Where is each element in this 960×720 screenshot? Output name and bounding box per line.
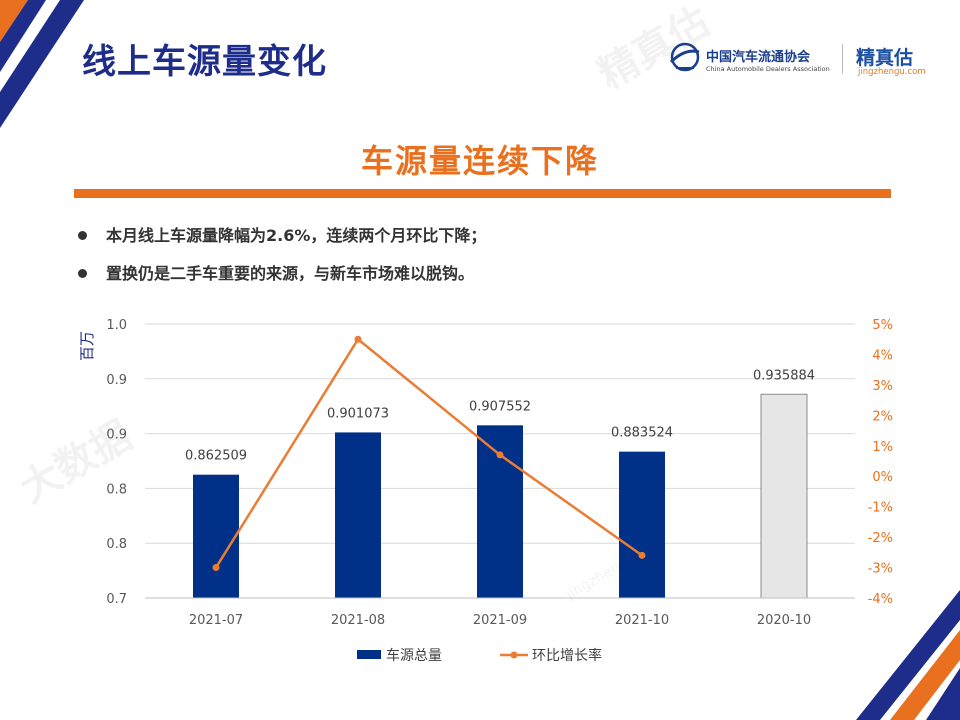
x-tick-label: 2021-09 — [473, 613, 527, 628]
legend-bar-label: 车源总量 — [386, 647, 442, 664]
jingzhengu-logo-text: 精真估 — [856, 47, 914, 69]
y2-tick-label: 2% — [872, 409, 893, 424]
y2-tick-label: 4% — [872, 348, 893, 363]
bullet-list: 本月线上车源量降幅为2.6%，连续两个月环比下降； 置换仍是二手车重要的来源，与… — [78, 222, 486, 298]
bar — [193, 474, 239, 598]
x-tick-label: 2021-07 — [189, 613, 243, 628]
x-tick-label: 2021-10 — [615, 613, 669, 628]
bullet-dot-icon — [78, 231, 87, 240]
corner-decoration-bottom-right — [856, 590, 960, 720]
bar — [619, 451, 665, 598]
corner-decoration-top-left — [0, 0, 84, 128]
growth-rate-line — [214, 337, 643, 569]
legend-line-marker — [510, 651, 518, 659]
x-tick-label: 2020-10 — [757, 613, 811, 628]
legend-bar-swatch — [357, 650, 381, 659]
y2-tick-label: -4% — [868, 592, 893, 607]
growth-rate-point — [496, 451, 504, 459]
bar — [477, 425, 523, 598]
bar-data-label: 0.862509 — [185, 449, 247, 464]
y-axis-label: 百万 — [78, 331, 96, 361]
y2-tick-label: -2% — [868, 531, 893, 546]
growth-rate-point — [212, 564, 220, 572]
bar-data-label: 0.907552 — [469, 399, 531, 414]
bar-data-label: 0.883524 — [611, 426, 673, 441]
logo-area: 中国汽车流通协会 China Automobile Dealers Associ… — [668, 40, 938, 80]
jingzhengu-url: jingzhengu.com — [858, 67, 926, 77]
bullet-text: 本月线上车源量降幅为2.6%，连续两个月环比下降； — [106, 226, 487, 245]
bar-data-label: 0.901073 — [327, 406, 389, 421]
y2-tick-label: 1% — [872, 440, 893, 455]
bullet-text: 置换仍是二手车重要的来源，与新车市场难以脱钩。 — [106, 264, 475, 283]
cada-name-cn: 中国汽车流通协会 — [706, 50, 811, 65]
growth-rate-point — [638, 551, 646, 559]
y2-tick-label: 5% — [872, 318, 893, 333]
bar — [760, 393, 808, 599]
bullet-item: 本月线上车源量降幅为2.6%，连续两个月环比下降； — [78, 222, 486, 260]
subtitle-rule — [74, 189, 891, 198]
cada-logo-icon — [669, 42, 700, 72]
legend-line-label: 环比增长率 — [532, 647, 602, 664]
bullet-item: 置换仍是二手车重要的来源，与新车市场难以脱钩。 — [78, 260, 486, 298]
y2-tick-label: 3% — [872, 379, 893, 394]
page-title: 线上车源量变化 — [82, 42, 327, 82]
growth-rate-point — [354, 335, 362, 343]
y-tick-label: 1.0 — [106, 318, 127, 333]
cada-name-en: China Automobile Dealers Association — [706, 65, 830, 73]
bar-data-label: 0.935884 — [753, 368, 815, 383]
y2-tick-label: -3% — [868, 562, 893, 577]
logo-divider — [842, 44, 843, 74]
y-tick-label: 0.8 — [106, 537, 127, 552]
y-tick-label: 0.9 — [106, 373, 127, 388]
y-tick-label: 0.8 — [106, 482, 127, 497]
y-tick-label: 0.9 — [106, 428, 127, 443]
x-tick-label: 2021-08 — [331, 613, 385, 628]
y2-tick-label: -1% — [868, 501, 893, 516]
y2-tick-label: 0% — [872, 470, 893, 485]
bar — [335, 432, 381, 598]
section-subtitle: 车源量连续下降 — [360, 142, 599, 180]
y-tick-label: 0.7 — [106, 592, 127, 607]
bullet-dot-icon — [78, 269, 87, 278]
